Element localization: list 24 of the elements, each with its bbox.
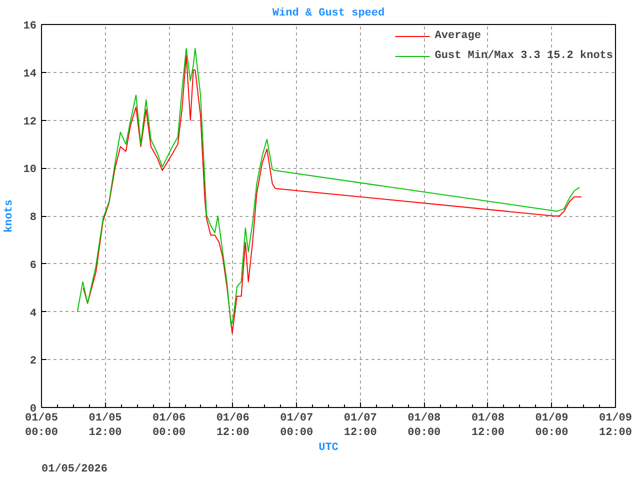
x-tick-label: 01/08 00:00 (408, 412, 442, 439)
legend-label: Gust Min/Max 3.3 15.2 knots (434, 50, 613, 62)
x-tick-label: 01/06 00:00 (152, 412, 186, 439)
text: 01/05/2026 (42, 464, 108, 476)
y-tick-label: 6 (30, 260, 37, 272)
y-tick-label: 4 (30, 308, 37, 320)
x-tick-label: 01/05 00:00 (24, 412, 58, 439)
y-tick-label: 12 (23, 116, 36, 128)
y-tick-label: 2 (30, 356, 37, 368)
chart-title: Wind & Gust speed (272, 8, 385, 20)
legend-label: Average (434, 30, 481, 42)
x-tick-label: 01/07 00:00 (280, 412, 314, 439)
y-tick-label: 10 (23, 164, 36, 176)
x-tick-label: 01/06 12:00 (216, 412, 250, 439)
x-tick-label: 01/05 12:00 (88, 412, 122, 439)
x-tick-label: 01/09 12:00 (598, 412, 632, 439)
x-tick-label: 01/07 12:00 (344, 412, 377, 439)
x-tick-label: 01/09 00:00 (535, 412, 568, 439)
y-tick-label: 8 (30, 212, 37, 224)
y-tick-label: 16 (23, 20, 36, 32)
x-axis-title: UTC (318, 442, 339, 454)
y-axis-title: knots (3, 199, 16, 233)
x-tick-label: 01/08 12:00 (471, 412, 505, 439)
y-tick-label: 14 (23, 68, 37, 80)
